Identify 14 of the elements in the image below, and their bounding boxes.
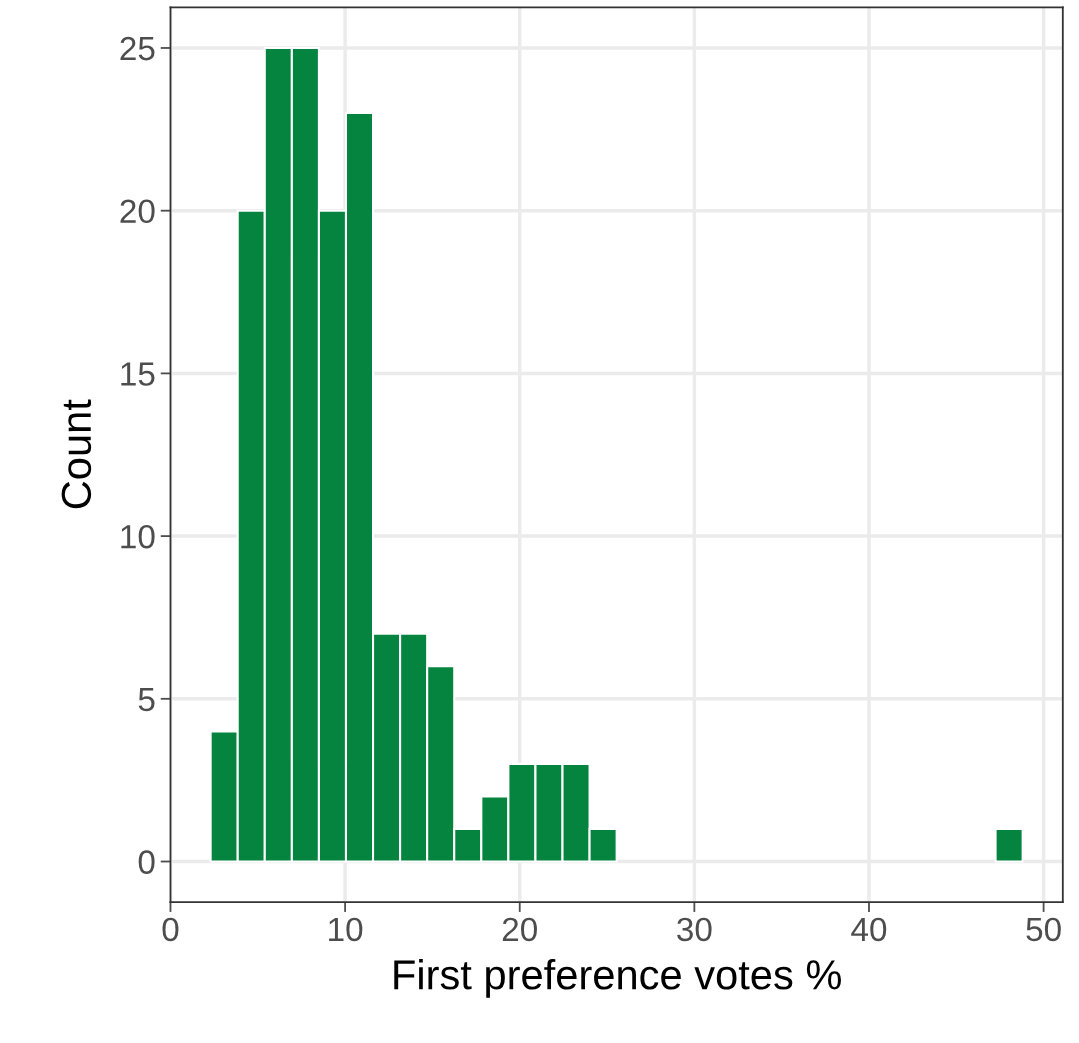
y-axis-title: Count — [61, 399, 92, 509]
x-axis-title: First preference votes % — [394, 958, 841, 998]
x-tick-label: 30 — [677, 917, 712, 942]
x-tick-label: 20 — [502, 917, 537, 942]
y-tick-label: 0 — [138, 850, 155, 874]
y-tick-label: 15 — [121, 362, 155, 386]
y-tick-label: 10 — [121, 524, 155, 549]
x-tick-label: 0 — [162, 917, 179, 942]
x-tick-label: 50 — [1026, 917, 1061, 942]
x-tick-label: 10 — [329, 917, 363, 942]
y-tick-label: 5 — [138, 687, 155, 712]
y-tick-label: 25 — [120, 36, 155, 61]
y-tick-label: 20 — [120, 199, 155, 224]
x-tick-label: 40 — [851, 917, 887, 942]
